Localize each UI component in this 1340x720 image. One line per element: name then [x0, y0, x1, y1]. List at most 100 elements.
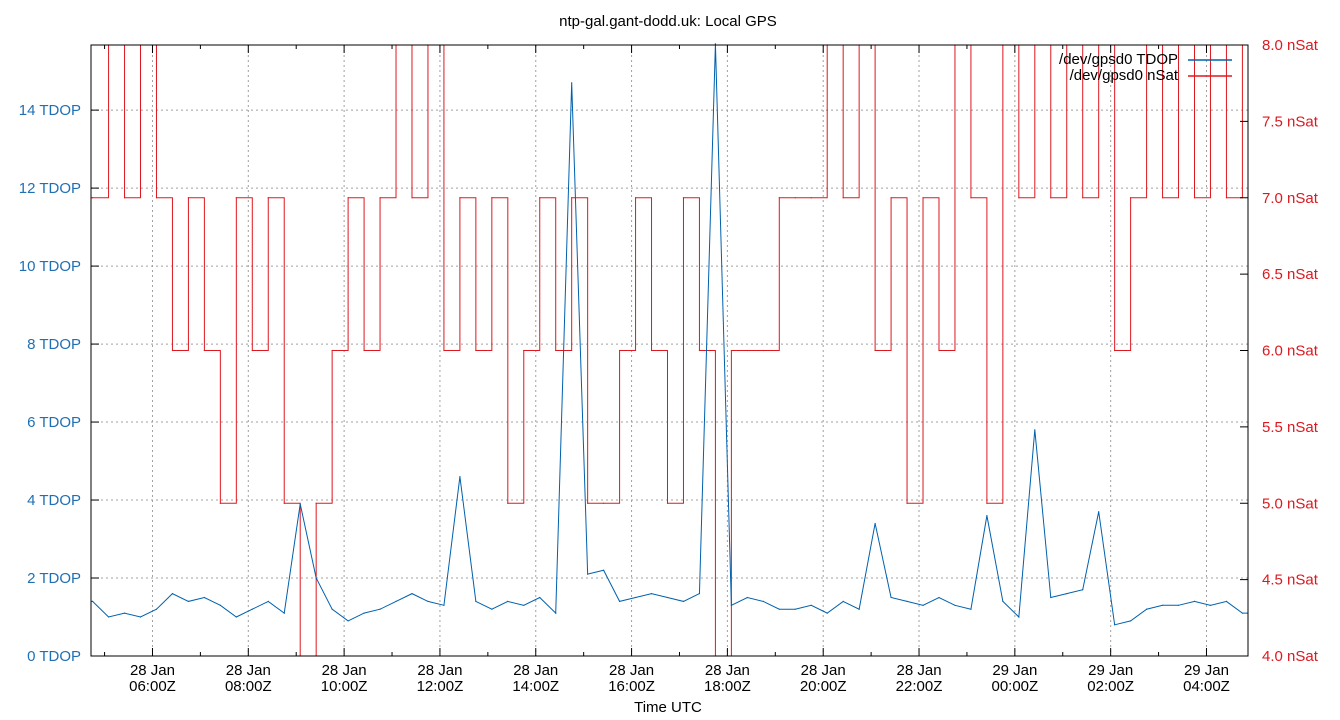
tdop-point	[155, 608, 158, 610]
tdop-point	[459, 476, 461, 478]
tdop-point	[107, 616, 110, 618]
y-left-tick-label: 6 TDOP	[27, 414, 81, 431]
y-left-tick-label: 4 TDOP	[27, 492, 81, 509]
y-right-tick-label: 4.5 nSat	[1262, 572, 1319, 589]
tdop-point	[603, 569, 605, 571]
nsat-point	[331, 349, 333, 352]
y-left-tick-label: 0 TDOP	[27, 648, 81, 665]
x-tick-label-date: 28 Jan	[513, 662, 558, 679]
x-tick-label-time: 12:00Z	[417, 678, 464, 695]
nsat-point	[762, 349, 764, 352]
x-tick-label-date: 28 Jan	[897, 662, 942, 679]
nsat-point	[778, 197, 780, 199]
tdop-point	[986, 515, 988, 517]
nsat-point	[123, 197, 126, 199]
tdop-point	[794, 608, 796, 610]
tdop-point	[730, 604, 732, 606]
tdop-point	[491, 608, 493, 610]
chart-title: ntp-gal.gant-dodd.uk: Local GPS	[559, 13, 777, 30]
y-left-tick-label: 8 TDOP	[27, 336, 81, 353]
tdop-point	[890, 596, 892, 599]
tdop-point	[1098, 511, 1100, 513]
nsat-point	[842, 197, 844, 199]
nsat-point	[603, 502, 605, 504]
tdop-line	[91, 43, 1248, 626]
x-tick-label-date: 28 Jan	[609, 662, 654, 679]
tdop-point	[1161, 604, 1164, 606]
nsat-point	[555, 349, 557, 352]
tdop-point	[587, 573, 589, 575]
x-tick-label-time: 06:00Z	[129, 678, 176, 695]
tdop-point	[235, 616, 237, 618]
tdop-point	[395, 600, 397, 603]
nsat-line	[91, 44, 1248, 657]
tdop-point	[267, 600, 269, 603]
nsat-point	[618, 349, 621, 352]
x-tick-label-date: 28 Jan	[226, 662, 271, 679]
nsat-point	[251, 349, 253, 352]
tdop-point	[762, 600, 764, 603]
legend: /dev/gpsd0 TDOP /dev/gpsd0 nSat	[1059, 51, 1232, 84]
tdop-point	[954, 604, 956, 606]
tdop-point	[842, 600, 844, 603]
y-left-tick-label: 2 TDOP	[27, 570, 81, 587]
tdop-point	[427, 600, 429, 603]
nsat-point	[203, 349, 205, 352]
nsat-point	[539, 197, 541, 199]
x-tick-label-date: 28 Jan	[801, 662, 846, 679]
tdop-point	[682, 600, 685, 603]
tdop-point	[1193, 600, 1196, 603]
nsat-point	[682, 197, 685, 199]
tdop-point	[555, 612, 557, 614]
y-right-tick-label: 6.0 nSat	[1262, 343, 1319, 360]
nsat-point	[587, 502, 589, 504]
tdop-point	[810, 604, 812, 606]
nsat-point	[890, 197, 892, 199]
tdop-point	[379, 608, 381, 610]
x-tick-label-date: 28 Jan	[705, 662, 750, 679]
y-right-tick-label: 5.0 nSat	[1262, 495, 1319, 512]
x-tick-label-time: 10:00Z	[321, 678, 368, 695]
nsat-point	[475, 349, 477, 352]
tdop-point	[523, 604, 525, 606]
tdop-point	[1050, 596, 1052, 599]
nsat-point	[171, 349, 174, 352]
x-tick-label-time: 00:00Z	[991, 678, 1038, 695]
tdop-point	[331, 608, 333, 610]
nsat-point	[379, 197, 381, 199]
tdop-point	[363, 612, 365, 614]
tdop-point	[874, 522, 876, 525]
nsat-point	[443, 349, 445, 352]
tdop-point	[666, 596, 669, 599]
tdop-point	[1145, 608, 1148, 610]
tdop-point	[139, 616, 142, 618]
tdop-point	[858, 608, 860, 610]
nsat-point	[267, 197, 269, 199]
tdop-point	[91, 600, 94, 603]
x-tick-label-date: 28 Jan	[417, 662, 462, 679]
nsat-point	[187, 197, 190, 199]
y-right-tick-label: 4.0 nSat	[1262, 648, 1319, 665]
tdop-point	[778, 608, 780, 610]
tdop-point	[283, 612, 285, 614]
tdop-point	[714, 43, 717, 45]
tdop-point	[922, 604, 924, 606]
y-right-tick-label: 5.5 nSat	[1262, 419, 1319, 436]
nsat-point	[746, 349, 748, 352]
tdop-point	[698, 593, 701, 595]
tdop-point	[187, 600, 190, 603]
x-tick-label-time: 18:00Z	[704, 678, 751, 695]
x-tick-label-time: 16:00Z	[608, 678, 655, 695]
nsat-point	[874, 349, 876, 352]
legend-label-nsat: /dev/gpsd0 nSat	[1070, 67, 1179, 84]
nsat-point	[235, 197, 237, 199]
tdop-point	[970, 608, 972, 610]
tdop-point	[1034, 429, 1036, 431]
tdop-point	[618, 600, 621, 603]
nsat-point	[347, 197, 349, 199]
x-tick-label-time: 22:00Z	[896, 678, 943, 695]
tdop-point	[938, 596, 940, 599]
tdop-point	[1002, 600, 1004, 603]
tdop-point	[1066, 593, 1068, 595]
